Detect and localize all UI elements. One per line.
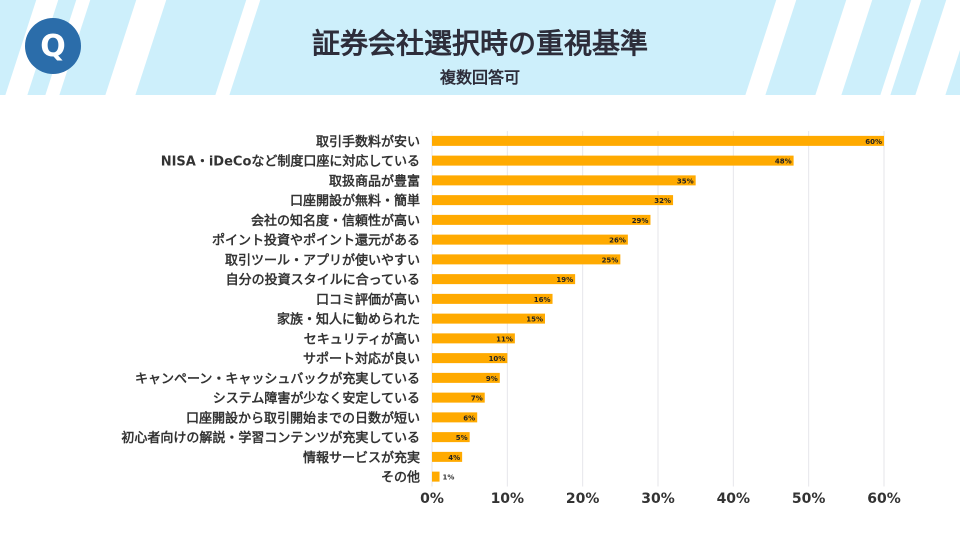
bar [432, 353, 508, 364]
bar [432, 214, 651, 225]
chart-subtitle: 複数回答可 [439, 68, 520, 87]
data-label: 29% [632, 217, 649, 225]
bar [432, 432, 470, 443]
bar [432, 155, 794, 166]
x-tick-label: 30% [641, 491, 675, 507]
category-label: 取引ツール・アプリが使いやすい [225, 252, 420, 268]
bar [432, 274, 576, 285]
category-label: サポート対応が良い [303, 351, 420, 367]
category-label: 会社の知名度・信頼性が高い [251, 213, 420, 229]
data-label: 4% [448, 454, 460, 462]
category-label: その他 [381, 470, 420, 486]
bar [432, 392, 485, 403]
x-tick-label: 40% [717, 491, 751, 507]
category-label: 自分の投資スタイルに合っている [226, 272, 420, 288]
data-label: 10% [489, 355, 506, 363]
category-label: 口座開設から取引開始までの日数が短い [186, 410, 420, 426]
category-label: ポイント投資やポイント還元がある [212, 233, 420, 249]
data-label: 15% [526, 316, 543, 324]
category-label: 口座開設が無料・簡単 [290, 193, 420, 209]
x-tick-label: 10% [491, 491, 525, 507]
bar [432, 195, 674, 206]
data-label: 19% [556, 276, 573, 284]
x-tick-label: 60% [867, 491, 901, 507]
category-label: 初心者向けの解説・学習コンテンツが充実している [121, 430, 420, 446]
chart-title: 証券会社選択時の重視基準 [311, 27, 648, 60]
category-label: 家族・知人に勧められた [277, 312, 420, 328]
category-label: 取引手数料が安い [316, 134, 420, 150]
category-label: システム障害が少なく安定している [213, 391, 420, 407]
category-label: 口コミ評価が高い [316, 292, 420, 308]
x-tick-label: 0% [420, 491, 444, 507]
bar [432, 333, 515, 344]
bar [432, 451, 463, 462]
bar [432, 254, 621, 265]
bar [432, 412, 478, 423]
category-label: 情報サービスが充実 [303, 450, 420, 466]
data-label: 32% [654, 197, 671, 205]
data-label: 7% [471, 395, 483, 403]
bar [432, 372, 500, 383]
bar [432, 135, 884, 146]
data-label: 5% [456, 434, 468, 442]
q-logo: Q [25, 18, 81, 74]
bar [432, 313, 545, 324]
data-label: 35% [677, 177, 694, 185]
category-label: NISA・iDeCoなど制度口座に対応している [161, 154, 420, 170]
data-label: 26% [609, 237, 626, 245]
bar [432, 471, 440, 482]
bar [432, 234, 628, 245]
data-label: 25% [602, 256, 619, 264]
bar [432, 175, 696, 186]
category-label: セキュリティが高い [304, 331, 420, 347]
data-label: 60% [865, 138, 882, 146]
header-banner: Q 証券会社選択時の重視基準 複数回答可 [0, 0, 960, 95]
data-label: 48% [775, 158, 792, 166]
data-label: 11% [496, 335, 513, 343]
data-label: 9% [486, 375, 498, 383]
data-label: 1% [443, 474, 455, 482]
category-label: キャンペーン・キャッシュバックが充実している [135, 371, 420, 387]
data-label: 16% [534, 296, 551, 304]
bar [432, 293, 553, 304]
data-label: 6% [463, 414, 475, 422]
x-tick-label: 20% [566, 491, 600, 507]
category-label: 取扱商品が豊富 [329, 173, 420, 189]
x-tick-label: 50% [792, 491, 826, 507]
